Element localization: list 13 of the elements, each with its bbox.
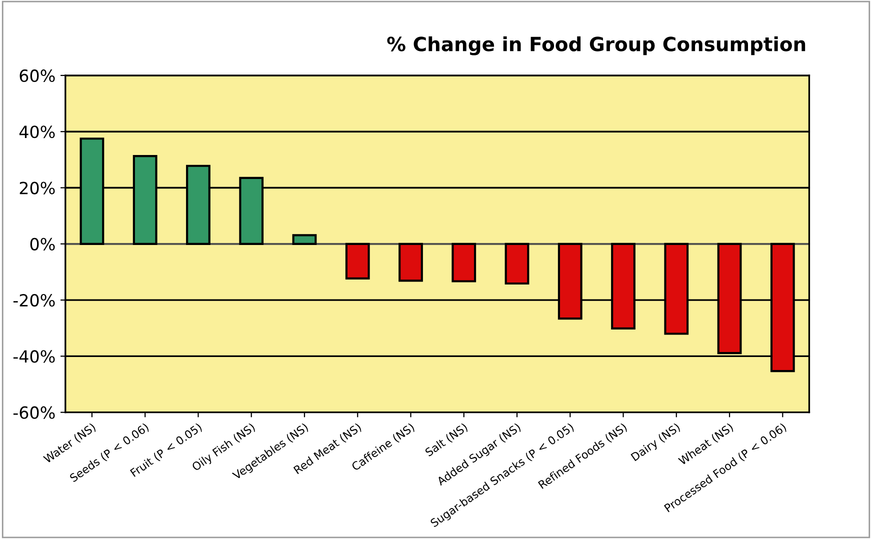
y-tick-label: 60%	[20, 69, 55, 82]
y-tick-label: 0%	[30, 238, 55, 250]
bar	[292, 234, 317, 245]
bar	[345, 242, 370, 280]
y-tick-label: 20%	[20, 182, 55, 194]
y-tick-label: -60%	[13, 406, 55, 419]
bar	[398, 242, 423, 282]
chart-title: % Change in Food Group Consumption	[387, 36, 806, 56]
bar	[504, 242, 530, 285]
bar	[452, 242, 476, 282]
y-tick-label: -20%	[13, 294, 55, 307]
y-tick-label: 40%	[19, 126, 55, 138]
y-tick-label: -40%	[13, 350, 55, 363]
